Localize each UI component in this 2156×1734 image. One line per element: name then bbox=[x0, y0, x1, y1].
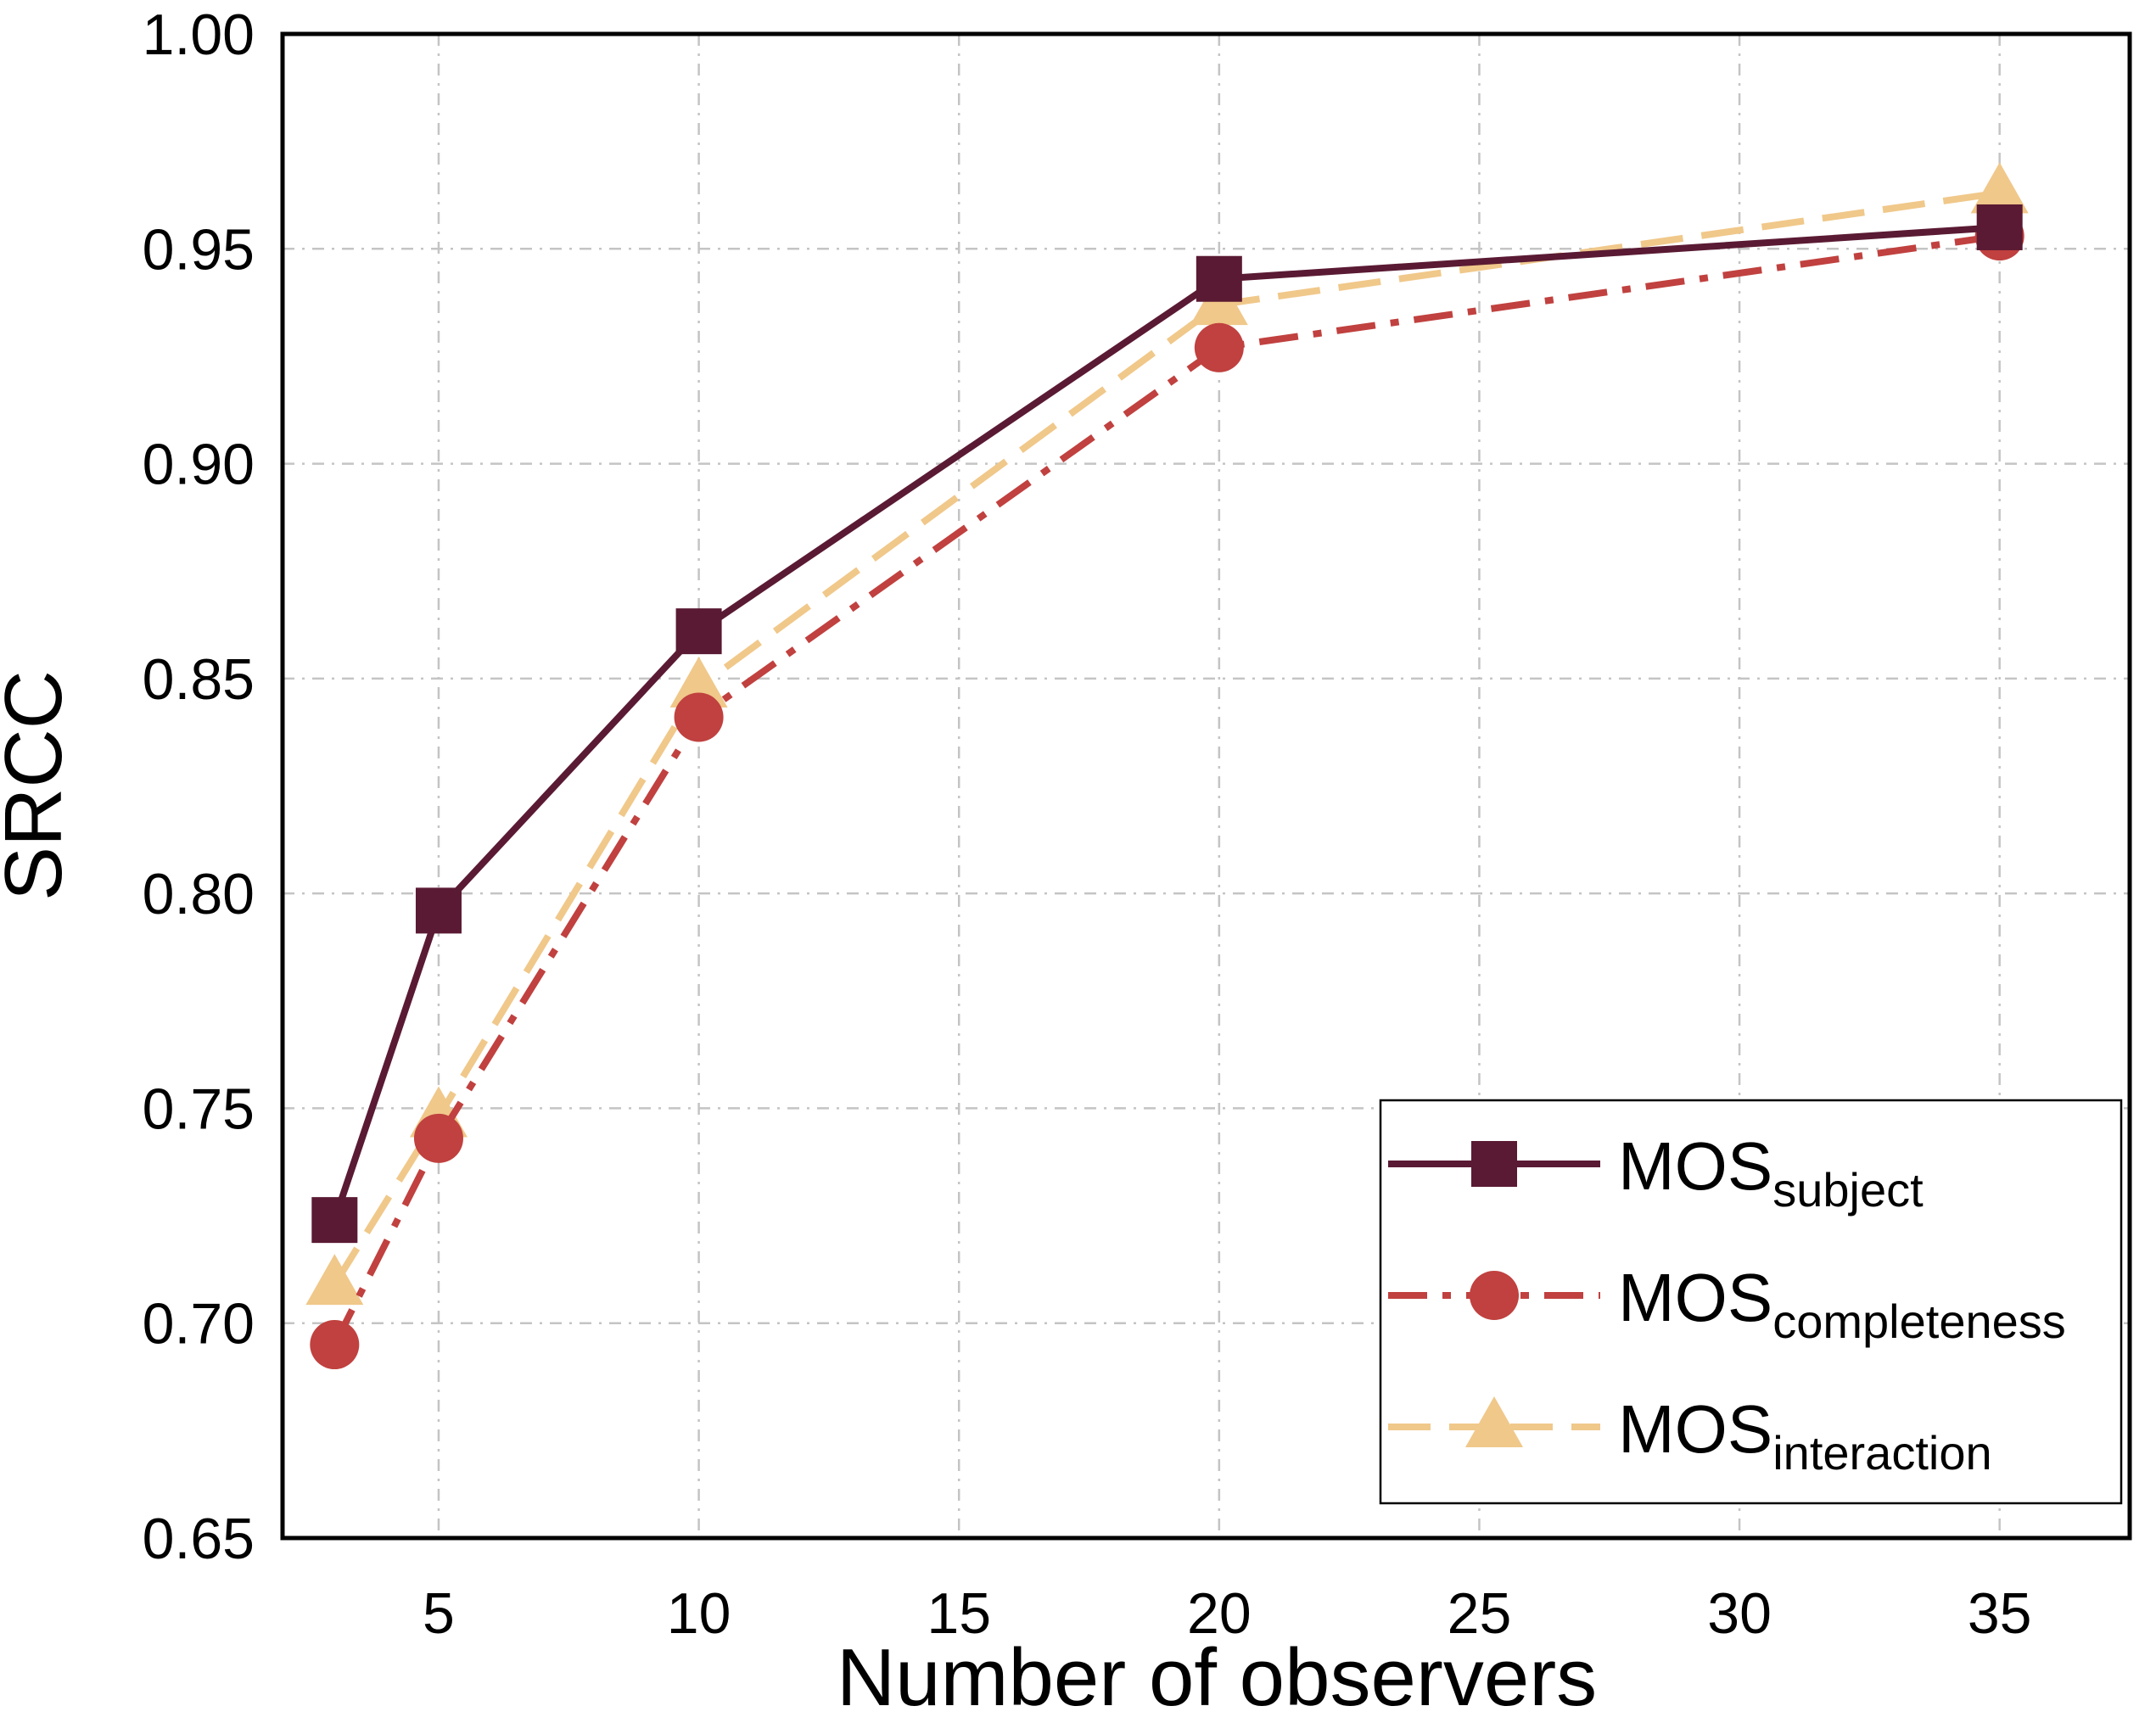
series-layer bbox=[305, 162, 2029, 1370]
series-line-subject bbox=[331, 223, 2000, 1222]
legend-label-interaction: MOSinteraction bbox=[1618, 1391, 1992, 1479]
data-point-subject bbox=[311, 1197, 358, 1244]
legend-label-completeness-sub: completeness bbox=[1772, 1295, 2066, 1348]
y-tick-label: 0.80 bbox=[143, 862, 255, 926]
plot-area-frame bbox=[280, 31, 2132, 1541]
x-tick-label: 35 bbox=[1968, 1581, 2032, 1646]
y-tick-label: 1.00 bbox=[143, 3, 255, 67]
tick-labels: 5 10 15 20 25 30 35 0.65 0.70 0.75 0.80 0.85 0.90 0.9… bbox=[143, 3, 2032, 1646]
data-point-subject bbox=[1196, 255, 1242, 302]
y-tick-label: 0.85 bbox=[143, 647, 255, 712]
data-point-interaction bbox=[305, 1254, 364, 1306]
x-tick-label: 30 bbox=[1707, 1581, 1772, 1646]
legend-label-subject-main: MOS bbox=[1618, 1128, 1772, 1204]
y-tick-label: 0.70 bbox=[143, 1292, 255, 1356]
x-axis-title: Number of observers bbox=[837, 1632, 1597, 1723]
legend-label-subject-sub: subject bbox=[1772, 1163, 1924, 1217]
y-tick-label: 0.75 bbox=[143, 1077, 255, 1141]
legend-label-completeness-main: MOS bbox=[1618, 1260, 1772, 1335]
legend-marker-interaction bbox=[1465, 1396, 1523, 1447]
x-tick-label: 10 bbox=[667, 1581, 731, 1646]
series-subject bbox=[311, 204, 2023, 1244]
legend-marker-subject bbox=[1471, 1141, 1517, 1187]
legend-label-subject: MOSsubject bbox=[1618, 1128, 1924, 1217]
data-point-completeness bbox=[1194, 322, 1244, 372]
data-point-completeness bbox=[310, 1320, 360, 1370]
data-point-subject bbox=[1976, 204, 2023, 250]
y-tick-label: 0.95 bbox=[143, 217, 255, 282]
legend-marker-completeness bbox=[1470, 1271, 1519, 1320]
data-point-completeness bbox=[413, 1113, 463, 1163]
x-tick-label: 25 bbox=[1448, 1581, 1512, 1646]
data-point-completeness bbox=[674, 692, 724, 742]
legend-label-interaction-main: MOS bbox=[1618, 1391, 1772, 1467]
legend-samples bbox=[1388, 1141, 1600, 1447]
legend: MOSsubject MOScompleteness MOSinteractio… bbox=[1379, 1099, 2123, 1505]
data-point-subject bbox=[415, 887, 462, 934]
y-tick-label: 0.90 bbox=[143, 433, 255, 497]
data-point-subject bbox=[675, 608, 722, 655]
y-tick-label: 0.65 bbox=[143, 1507, 255, 1571]
data-point-interaction bbox=[669, 656, 728, 708]
x-tick-label: 5 bbox=[423, 1581, 455, 1646]
legend-label-completeness: MOScompleteness bbox=[1618, 1260, 2066, 1348]
x-tick-label: 15 bbox=[927, 1581, 991, 1646]
y-axis-title: SRCC bbox=[0, 670, 79, 901]
legend-label-interaction-sub: interaction bbox=[1772, 1426, 1991, 1479]
data-point-interaction bbox=[1970, 162, 2029, 214]
x-tick-label: 20 bbox=[1187, 1581, 1252, 1646]
